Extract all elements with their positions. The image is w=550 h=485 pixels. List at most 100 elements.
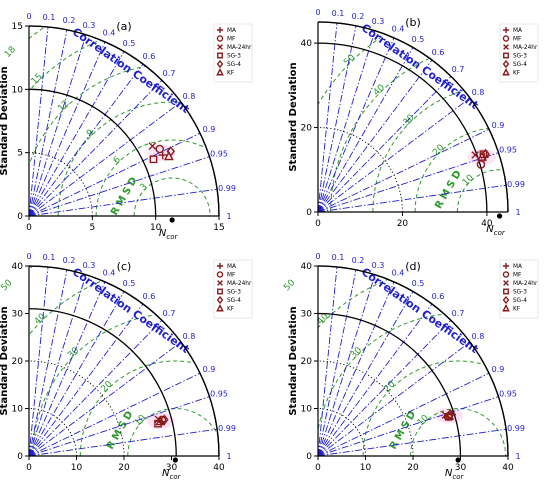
correlation-tick-label: 0.2 [63,256,76,265]
correlation-tick-label: 0.9 [492,121,505,130]
correlation-line [28,291,125,457]
legend-entry-label: MA [227,28,236,34]
marker-2 [503,280,509,286]
marker-2 [217,280,223,286]
marker-0 [158,150,167,160]
x-axis-title: Ncor [159,228,179,241]
correlation-line [317,266,338,457]
x-tick-label: 10 [71,463,83,473]
correlation-tick-label: 0.8 [183,332,196,341]
correlation-line [28,41,106,217]
correlation-tick-label: 0.2 [352,256,365,265]
x-axis-title-main: N [486,224,494,235]
marker-1 [476,160,486,169]
legend-entry-label: MA [227,264,236,270]
rmsd-contour [29,26,219,216]
rmsd-label: 20 [382,379,397,394]
x-tick-label: 0 [26,223,32,233]
x-axis-title: Ncor [162,468,182,481]
marker-5 [155,415,166,426]
panel-label: (b) [405,16,421,29]
correlation-tick-label: 0.95 [499,146,517,155]
correlation-tick-label: 0 [315,8,320,17]
correlation-line [317,37,395,213]
legend-entry-label: SG-4 [513,62,527,68]
marker-2 [217,44,223,50]
x-axis-title: Ncor [486,224,506,237]
marker-1 [216,35,224,42]
rmsd-contour [410,408,507,456]
correlation-tick-label: 0.9 [203,125,216,134]
x-axis-title-main: N [445,468,453,479]
correlation-line [317,75,452,213]
marker-1 [502,35,510,42]
legend-entry-label: MA [513,264,522,270]
marker-1 [502,271,510,278]
y-tick-label: 30 [12,310,24,320]
rmsd-contour [362,360,508,456]
y-tick-label: 10 [301,405,313,415]
legend-entry-label: MA-24hr [513,281,538,287]
correlation-tick-label: 1 [226,212,231,221]
legend-entry-label: SG-3 [227,290,241,296]
rmsd-contour [133,177,211,216]
correlation-tick-label: 0.4 [103,269,116,278]
y-tick-label: 0 [306,452,312,462]
correlation-tick-label: 0.8 [183,92,196,101]
std-arc-solid [317,312,462,457]
marker-0 [503,263,509,269]
correlation-tick-label: 0.1 [43,13,56,22]
panel-label: (d) [405,260,421,273]
correlation-tick-label: 0.2 [63,16,76,25]
correlation-line [28,372,201,457]
legend-entry-label: KF [513,307,520,313]
correlation-line [28,428,218,457]
std-arc-dotted [28,360,125,457]
correlation-line [28,341,182,457]
correlation-line [28,63,144,217]
legend-entry-label: SG-4 [513,298,527,304]
x-tick-label: 5 [89,223,95,233]
correlation-line [317,47,414,213]
correlation-tick-label: 0.9 [203,365,216,374]
marker-5 [216,67,224,76]
marker-5 [502,303,510,312]
x-tick-label: 30 [166,463,178,473]
x-axis-title-main: N [162,468,170,479]
correlation-tick-label: 0.6 [432,48,445,57]
y-tick-label: 20 [301,357,313,367]
x-axis-title-sub: cor [166,233,178,241]
marker-4 [216,295,224,305]
std-arc-dotted [317,360,414,457]
correlation-line [317,97,471,213]
correlation-tick-label: 0.7 [163,309,176,318]
correlation-tick-label: 0.6 [143,52,156,61]
correlation-tick-label: 0.1 [332,253,345,262]
y-tick-label: 20 [12,357,24,367]
correlation-tick-label: 0.6 [143,292,156,301]
y-tick-label: 0 [17,212,23,222]
rmsd-contour [318,266,508,456]
marker-2 [471,151,480,159]
correlation-tick-label: 0 [26,12,31,21]
marker-4 [502,295,510,305]
legend-entry-label: SG-4 [227,62,241,68]
legend-entry-label: MF [513,37,521,43]
x-tick-label: 40 [502,463,514,473]
correlation-tick-label: 0.2 [352,12,365,21]
marker-1 [216,271,224,278]
correlation-tick-label: 0.99 [218,184,236,193]
legend-entry-label: KF [227,71,234,77]
y-axis-title: Standard Deviation [288,62,299,171]
reference-point [455,457,461,463]
rmsd-contour [318,313,508,456]
rmsd-axis-label: RMSD [109,173,141,218]
correlation-tick-label: 0.3 [83,261,96,270]
x-tick-label: 0 [26,463,32,473]
correlation-tick-label: 0.8 [472,332,485,341]
correlation-line [28,26,49,217]
correlation-tick-label: 0 [26,252,31,261]
correlation-tick-label: 1 [226,452,231,461]
